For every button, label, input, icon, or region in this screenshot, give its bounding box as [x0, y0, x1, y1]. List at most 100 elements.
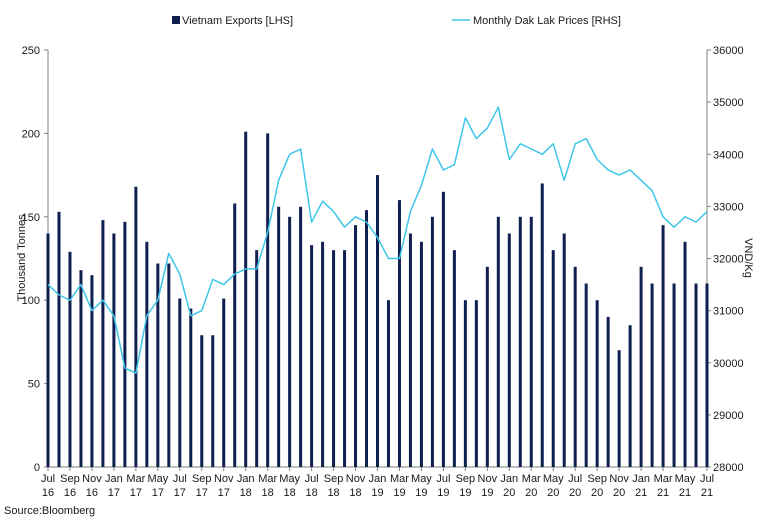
x-tick-label-year: 18 [284, 487, 296, 499]
bar-Feb-17 [123, 221, 127, 467]
y-right-tick-label: 35000 [713, 97, 744, 109]
x-tick-label-month: Nov [478, 473, 498, 485]
bar-Apr-21 [672, 283, 676, 467]
bar-Aug-20 [584, 283, 588, 467]
bar-Sep-18 [332, 250, 336, 467]
x-tick-label-year: 20 [525, 487, 537, 499]
bar-Jul-16 [46, 233, 50, 467]
bar-Nov-20 [617, 350, 621, 467]
legend: Vietnam Exports [LHS] Monthly Dak Lak Pr… [172, 15, 621, 27]
legend-label-exports: Vietnam Exports [LHS] [182, 15, 293, 27]
x-tick-label-year: 16 [64, 487, 76, 499]
bar-Jan-20 [507, 233, 511, 467]
series-prices-line [47, 106, 708, 374]
x-tick-label-month: Sep [456, 473, 476, 485]
x-tick-label-year: 17 [108, 487, 120, 499]
y-right-tick-label: 32000 [713, 254, 744, 266]
bar-Oct-16 [79, 270, 83, 467]
x-tick-label-year: 17 [152, 487, 164, 499]
x-tick-label-year: 20 [613, 487, 625, 499]
x-tick-label-month: May [543, 473, 564, 485]
bar-Oct-18 [343, 250, 347, 467]
bar-Mar-17 [134, 186, 138, 467]
bar-Jun-18 [299, 206, 303, 468]
y-axis-right-title: VND/Kg [742, 238, 754, 278]
x-tick-label-month: May [279, 473, 300, 485]
x-tick-label-year: 19 [393, 487, 405, 499]
x-tick-label-year: 21 [701, 487, 713, 499]
y-right-tick-label: 28000 [713, 462, 744, 474]
bar-Jun-17 [167, 263, 171, 467]
bar-Oct-17 [211, 335, 215, 467]
bar-Mar-18 [266, 133, 270, 467]
bar-May-20 [551, 250, 555, 467]
x-tick-label-year: 16 [42, 487, 54, 499]
x-tick-label-year: 21 [657, 487, 669, 499]
bar-Jun-21 [694, 283, 698, 467]
x-tick-label-year: 19 [371, 487, 383, 499]
x-tick-label-month: Jul [700, 473, 714, 485]
bar-Nov-19 [485, 266, 489, 467]
bar-Jul-17 [178, 298, 182, 467]
x-tick-label-year: 20 [503, 487, 515, 499]
x-tick-label-month: Nov [346, 473, 366, 485]
x-tick-label-month: Mar [126, 473, 145, 485]
y-left-tick-label: 100 [22, 295, 40, 307]
x-tick-label-month: Sep [192, 473, 212, 485]
bar-Jul-19 [441, 191, 445, 467]
x-tick-label-year: 19 [481, 487, 493, 499]
x-tick-label-month: Jul [173, 473, 187, 485]
y-right-tick-label: 36000 [713, 45, 744, 57]
x-tick-label-month: May [411, 473, 432, 485]
x-tick-label-month: Mar [390, 473, 409, 485]
bar-Jan-19 [376, 175, 379, 467]
bar-Dec-17 [233, 203, 237, 467]
source-note: Source:Bloomberg [4, 505, 96, 517]
bar-Mar-20 [529, 216, 533, 467]
x-tick-label-month: Nov [609, 473, 629, 485]
x-tick-label-year: 17 [218, 487, 230, 499]
bar-Sep-16 [68, 251, 72, 467]
y-right-tick-label: 34000 [713, 149, 744, 161]
x-tick-label-month: Mar [258, 473, 277, 485]
y-left-tick-label: 250 [22, 45, 40, 57]
bar-Jul-18 [310, 245, 314, 467]
x-tick-label-month: Jan [500, 473, 518, 485]
bar-Apr-17 [145, 241, 149, 467]
x-tick-label-month: May [675, 473, 696, 485]
bar-Feb-20 [518, 216, 522, 467]
x-tick-label-month: Jul [436, 473, 450, 485]
y-left-tick-label: 0 [34, 462, 40, 474]
bar-Nov-17 [222, 298, 226, 467]
legend-swatch-exports [172, 16, 180, 24]
y-right-tick-label: 33000 [713, 201, 744, 213]
bar-Feb-18 [255, 250, 259, 467]
bar-Sep-20 [595, 300, 599, 467]
x-axis-ticks: Jul 16 Sep 16 Nov 16 Jan 17 Mar 17 May 17 Jul 17 Sep 17… [41, 467, 714, 499]
x-tick-label-year: 17 [174, 487, 186, 499]
x-tick-label-month: Sep [587, 473, 607, 485]
bar-Dec-18 [365, 210, 369, 468]
x-tick-label-year: 20 [569, 487, 581, 499]
bar-Apr-19 [408, 233, 412, 467]
bar-Dec-19 [496, 216, 500, 467]
bar-Jun-20 [562, 233, 566, 467]
bar-Sep-17 [200, 335, 204, 467]
x-tick-label-month: Jul [41, 473, 55, 485]
bar-Feb-21 [650, 283, 654, 467]
x-tick-label-year: 16 [86, 487, 98, 499]
bar-Jan-21 [639, 266, 643, 467]
bar-Aug-18 [321, 241, 325, 467]
x-tick-label-month: May [147, 473, 168, 485]
y-axis-left-ticks: 0 50 100 150 200 250 [22, 45, 48, 474]
y-left-tick-label: 150 [22, 212, 40, 224]
bar-May-19 [419, 241, 423, 467]
y-left-tick-label: 200 [22, 128, 40, 140]
bar-May-21 [683, 241, 687, 467]
bar-Jan-17 [112, 233, 116, 467]
x-tick-label-year: 20 [547, 487, 559, 499]
bar-Mar-19 [397, 200, 401, 467]
bar-May-18 [288, 216, 292, 467]
x-tick-label-year: 20 [591, 487, 603, 499]
y-right-tick-label: 30000 [713, 358, 744, 370]
